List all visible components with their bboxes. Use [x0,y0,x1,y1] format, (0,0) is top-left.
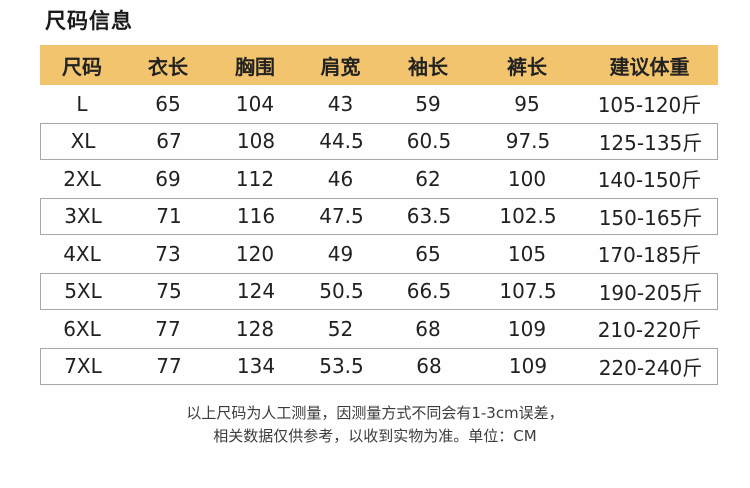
table-cell: 44.5 [319,129,364,154]
table-row-5xl: 5XL 75 124 50.5 66.5 107.5 190-205斤 [40,272,718,310]
table-cell: 59 [415,91,441,116]
column-header-size: 尺码 [62,54,102,79]
table-cell: 210-220斤 [597,318,702,343]
table-cell: 112 [235,166,275,191]
column-header-suggested-weight: 建议体重 [609,54,690,79]
table-cell: 100 [507,166,547,191]
table-cell: 107.5 [499,279,557,304]
column-header-sleeve: 袖长 [408,54,448,79]
table-cell: 71 [156,204,182,229]
measurement-note: 以上尺码为人工测量，因测量方式不同会有1-3cm误差， 相关数据仅供参考，以收到… [0,402,750,448]
table-cell: 4XL [63,241,101,266]
table-cell: 47.5 [319,204,364,229]
table-cell: 105-120斤 [597,93,702,118]
table-cell: 50.5 [319,279,364,304]
table-cell: 140-150斤 [597,168,702,193]
table-cell: 125-135斤 [598,130,703,155]
table-cell: 68 [416,354,442,379]
table-cell: 60.5 [406,129,452,154]
table-cell: 170-185斤 [597,243,702,268]
table-row-6xl: 6XL 77 128 52 68 109 210-220斤 [40,310,718,348]
table-row-2xl: 2XL 69 112 46 62 100 140-150斤 [40,160,718,198]
table-cell: 66.5 [406,279,452,304]
column-header-chest: 胸围 [235,54,275,79]
table-cell: 5XL [64,279,102,304]
table-cell: 75 [156,279,182,304]
size-table-header-row: 尺码 衣长 胸围 肩宽 袖长 裤长 建议体重 [40,45,718,85]
table-row-4xl: 4XL 73 120 49 65 105 170-185斤 [40,235,718,273]
measurement-note-line-1: 以上尺码为人工测量，因测量方式不同会有1-3cm误差， [186,404,564,422]
table-cell: 120 [235,241,275,266]
table-cell: 105 [507,241,547,266]
table-cell: 109 [508,354,548,379]
table-cell: 46 [327,166,354,191]
table-cell: 77 [155,316,181,341]
table-row-7xl: 7XL 77 134 53.5 68 109 220-240斤 [40,347,718,385]
table-cell: 6XL [63,316,101,341]
table-cell: 104 [235,91,275,116]
column-header-garment-length: 衣长 [148,54,188,79]
table-cell: 190-205斤 [598,280,703,305]
table-cell: 2XL [63,166,101,191]
table-cell: 49 [327,241,354,266]
table-cell: 65 [155,91,181,116]
table-cell: 134 [236,354,276,379]
table-cell: 53.5 [319,354,364,379]
table-cell: 43 [327,91,354,116]
table-cell: 63.5 [406,204,452,229]
table-cell: 69 [155,166,181,191]
table-cell: 68 [415,316,441,341]
table-row-3xl: 3XL 71 116 47.5 63.5 102.5 150-165斤 [40,197,718,235]
table-cell: 77 [156,354,182,379]
table-cell: 128 [235,316,275,341]
table-cell: 65 [415,241,441,266]
table-cell: 102.5 [499,204,557,229]
table-cell: 95 [514,91,540,116]
table-cell: 97.5 [505,129,551,154]
measurement-note-line-2: 相关数据仅供参考，以收到实物为准。单位：CM [213,427,537,445]
table-cell: 108 [236,129,276,154]
table-cell: 109 [507,316,547,341]
table-cell: 116 [236,204,276,229]
table-cell: 7XL [64,354,102,379]
column-header-pants-length: 裤长 [507,54,547,79]
table-cell: 73 [155,241,181,266]
table-row-xl: XL 67 108 44.5 60.5 97.5 125-135斤 [40,122,718,160]
size-table: 尺码 衣长 胸围 肩宽 袖长 裤长 建议体重 L 65 104 43 59 95… [40,45,718,385]
table-row-l: L 65 104 43 59 95 105-120斤 [40,85,718,123]
table-cell: XL [70,129,96,154]
table-cell: 3XL [64,204,102,229]
column-header-shoulder: 肩宽 [320,54,361,79]
page-title: 尺码信息 [45,9,133,33]
table-cell: 52 [327,316,354,341]
table-cell: 124 [236,279,276,304]
table-cell: 67 [156,129,182,154]
table-cell: 150-165斤 [598,205,703,230]
table-cell: 62 [415,166,441,191]
table-cell: L [76,91,88,116]
table-cell: 220-240斤 [598,355,703,380]
